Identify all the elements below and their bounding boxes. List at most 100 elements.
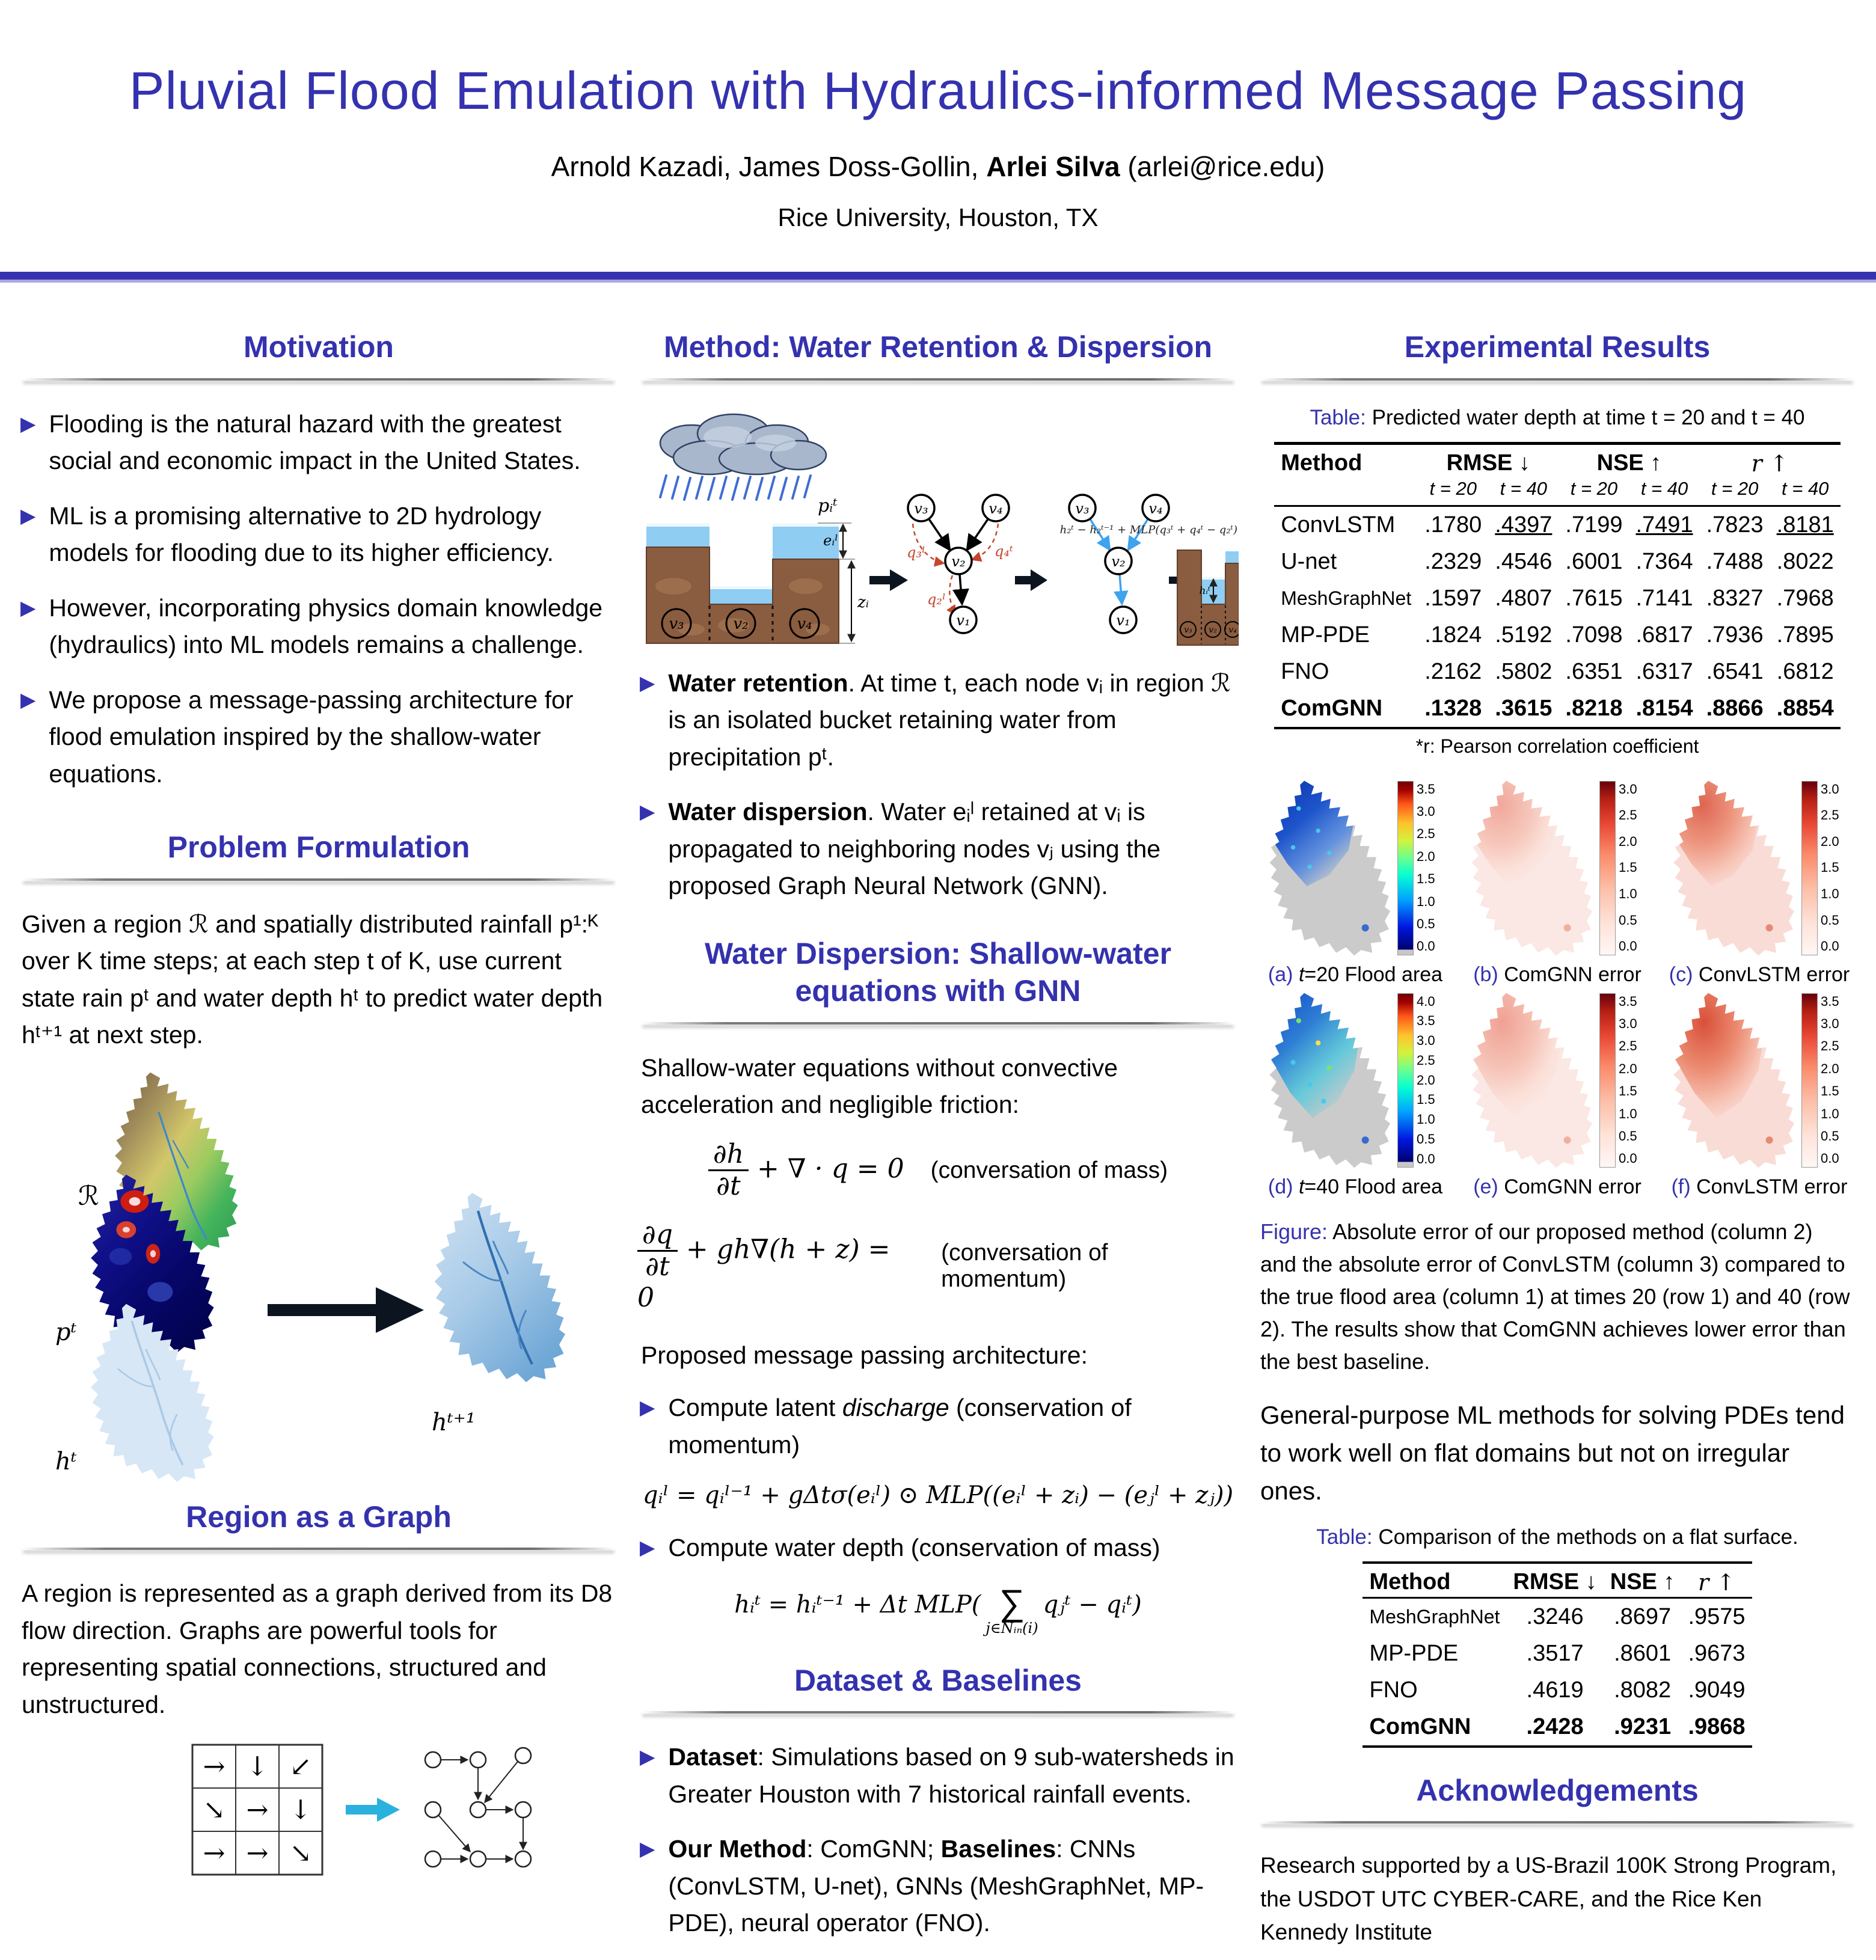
flow-arrow: ↓ xyxy=(290,1795,312,1825)
metric-cell: .7968 xyxy=(1776,585,1834,611)
section-rule xyxy=(23,1548,615,1550)
caption-text: Predicted water depth at time t = 20 and… xyxy=(1372,405,1805,429)
results-table-main: Method RMSE ↓ NSE ↑ r ↑ t = 20 t = 40 t … xyxy=(1274,441,1841,729)
subcol-t40: t = 40 xyxy=(1770,477,1841,507)
tick: 0.0 xyxy=(1417,939,1435,954)
section-rule xyxy=(642,1711,1234,1714)
tick: 1.5 xyxy=(1821,1083,1839,1099)
table1-footnote: *r: Pearson correlation coefficient xyxy=(1415,735,1699,757)
caption-label: Figure: xyxy=(1260,1219,1328,1244)
water-depth-label: hᵢᵗ xyxy=(1199,585,1210,597)
tick: 1.0 xyxy=(1821,1106,1839,1121)
bullet-text: Compute water depth (conservation of mas… xyxy=(668,1534,1160,1562)
metric-cell: .8854 xyxy=(1776,695,1834,721)
tick: 1.5 xyxy=(1821,860,1839,875)
col-header-r: r ↑ xyxy=(1751,450,1789,477)
bullet-rest: . At time t, each node vᵢ in region ℛ is… xyxy=(668,669,1231,771)
transform-arrow xyxy=(268,1287,424,1333)
node-label: v₂ xyxy=(951,553,965,570)
flow-arrow: → xyxy=(247,1795,269,1825)
metric-cell: .2428 xyxy=(1526,1713,1584,1739)
panel-caption-text: ConvLSTM error xyxy=(1696,1175,1848,1198)
table-row: FNO .4619 .8082 .9049 xyxy=(1363,1672,1752,1709)
metric-cell: .8327 xyxy=(1706,585,1764,611)
bullet-triangle-icon: ▶ xyxy=(640,800,655,822)
panel-a: 3.5 3.0 2.5 2.0 1.5 1.0 0.5 0.0 (a) t=20… xyxy=(1257,778,1454,987)
metric-cell: .8154 xyxy=(1635,695,1693,721)
section-rule xyxy=(1261,378,1853,381)
table1-caption: Table: Predicted water depth at time t =… xyxy=(1257,406,1858,430)
metric-cell: .7199 xyxy=(1565,512,1623,537)
colorbar: 3.0 2.5 2.0 1.5 1.0 0.5 0.0 xyxy=(1599,778,1637,958)
panel-caption: (b) ComGNN error xyxy=(1459,963,1656,987)
tick: 0.5 xyxy=(1619,1129,1637,1144)
metric-cell: .4619 xyxy=(1526,1677,1584,1703)
subcol-t20: t = 20 xyxy=(1559,477,1629,507)
metric-cell: .6351 xyxy=(1565,658,1623,684)
node-label: v₃ xyxy=(1075,500,1089,517)
motivation-bullet-4: ▶ We propose a message-passing architect… xyxy=(20,682,619,793)
precipitation-label: pᵢᵗ xyxy=(818,495,838,516)
panel-label: (c) xyxy=(1669,963,1693,986)
discharge-q3-label: q₃ˡ xyxy=(907,544,925,561)
node-label: v₂ xyxy=(1209,625,1217,635)
bullet-lead: Our Method xyxy=(668,1835,807,1863)
panel-caption: (f) ConvLSTM error xyxy=(1661,1175,1858,1199)
metric-cell: .2329 xyxy=(1424,548,1482,574)
author-bold: Arlei Silva xyxy=(986,151,1120,182)
section-heading-acknowledgements: Acknowledgements xyxy=(1416,1773,1699,1807)
comgnn-error-map-t40 xyxy=(1471,993,1593,1168)
node-label: v₄ xyxy=(797,615,812,633)
problem-text: Given a region ℛ and spatially distribut… xyxy=(22,910,603,1049)
bullet-triangle-icon: ▶ xyxy=(20,504,36,527)
convlstm-error-map-t20 xyxy=(1673,780,1795,955)
metric-cell: .8601 xyxy=(1614,1640,1672,1666)
method-name: MP-PDE xyxy=(1281,622,1370,648)
caption-label: Table: xyxy=(1310,405,1366,429)
tick: 2.0 xyxy=(1619,1061,1637,1076)
panel-caption-text: ComGNN error xyxy=(1504,1175,1642,1198)
bullet-triangle-icon: ▶ xyxy=(640,1396,655,1419)
tick: 2.0 xyxy=(1821,1061,1839,1076)
tick: 0.5 xyxy=(1821,912,1839,928)
section-heading-problem: Problem Formulation xyxy=(167,830,470,864)
flow-arrow: → xyxy=(203,1838,225,1869)
panel-label: (b) xyxy=(1473,963,1498,986)
col-header-method: Method xyxy=(1363,1562,1507,1599)
tick: 0.0 xyxy=(1821,939,1839,954)
bullet-text: Water dispersion. Water eᵢˡ retained at … xyxy=(668,794,1239,905)
section-heading-dataset: Dataset & Baselines xyxy=(794,1663,1082,1697)
tick: 0.0 xyxy=(1821,1151,1839,1166)
tick: 3.0 xyxy=(1821,1015,1839,1031)
tick: 1.5 xyxy=(1619,1083,1637,1099)
section-rule xyxy=(1261,1821,1853,1824)
metric-cell: .4807 xyxy=(1495,585,1553,611)
tick: 0.0 xyxy=(1619,1151,1637,1166)
bullet-triangle-icon: ▶ xyxy=(640,671,655,694)
tick: 3.0 xyxy=(1821,781,1839,797)
flow-arrow: ↘ xyxy=(203,1795,225,1825)
affiliation: Rice University, Houston, TX xyxy=(777,203,1099,231)
panel-label: (a) xyxy=(1268,963,1293,986)
method-name: ComGNN xyxy=(1281,695,1383,721)
metric-cell: .3517 xyxy=(1526,1640,1584,1666)
node-label: v₁ xyxy=(1116,612,1130,629)
authors-pre: Arnold Kazadi, James Doss-Gollin, xyxy=(551,151,987,182)
tick: 3.0 xyxy=(1417,803,1435,819)
results-figure-row1: 3.5 3.0 2.5 2.0 1.5 1.0 0.5 0.0 (a) t=20… xyxy=(1257,778,1858,987)
col-header-r: r ↑ xyxy=(1681,1562,1752,1599)
tick: 2.5 xyxy=(1619,1038,1637,1054)
panel-e: 3.5 3.0 2.5 2.0 1.5 1.0 0.5 0.0 (e) ComG… xyxy=(1459,990,1656,1199)
tick: 3.5 xyxy=(1417,1013,1435,1029)
subcol-t20: t = 20 xyxy=(1699,477,1770,507)
node-label: v₄ xyxy=(989,500,1002,517)
metric-cell: .8022 xyxy=(1776,548,1834,574)
poster-title: Pluvial Flood Emulation with Hydraulics-… xyxy=(129,61,1747,120)
mass-equation: ∂h ∂t + ∇ · q = 0 xyxy=(708,1139,904,1202)
section-heading-dispersion: Water Dispersion: Shallow-water equation… xyxy=(637,935,1239,1010)
metric-cell: .6541 xyxy=(1706,658,1764,684)
node-label: v₃ xyxy=(669,615,684,633)
depth-equation: hᵢᵗ = hᵢᵗ⁻¹ + Δt MLP(∑ j∈Nᵢₙ(i) qⱼᵗ − qᵢᵗ) xyxy=(637,1584,1239,1635)
metric-cell: .1597 xyxy=(1424,585,1482,611)
frac-num: ∂h xyxy=(708,1139,749,1172)
